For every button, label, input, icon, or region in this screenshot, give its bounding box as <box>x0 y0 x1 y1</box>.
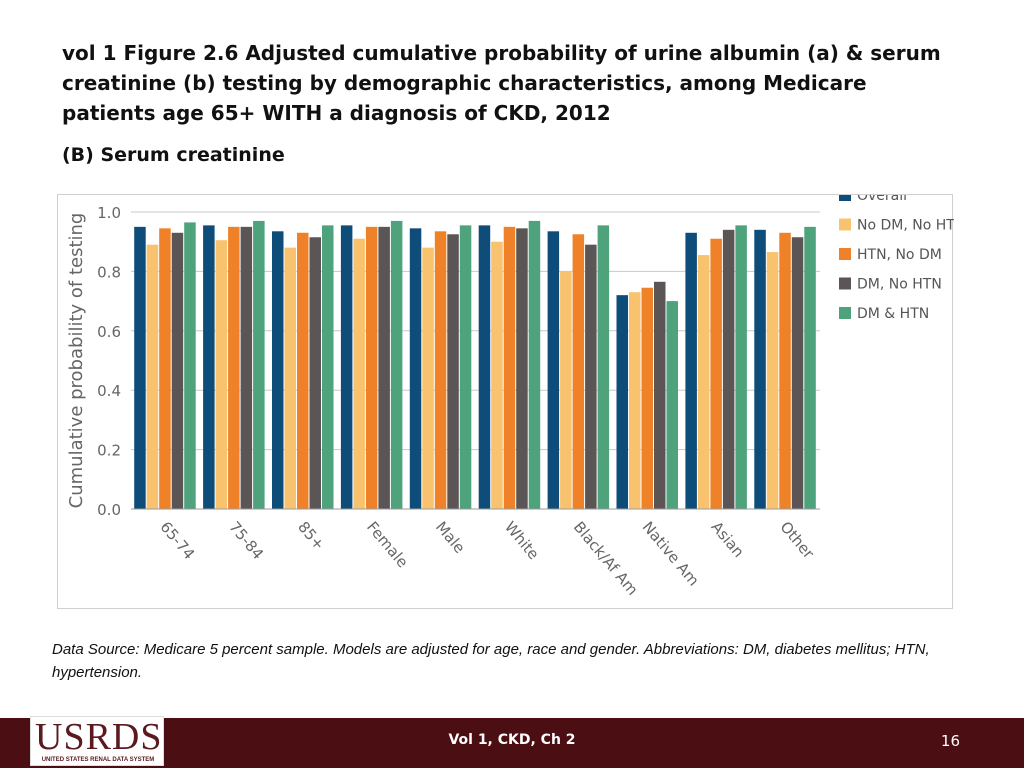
bar <box>203 225 215 510</box>
x-tick-label: 65-74 <box>156 518 198 563</box>
bar <box>597 225 610 510</box>
bar <box>641 287 653 509</box>
page-number: 16 <box>940 732 960 750</box>
legend-label: HTN, No DM <box>857 247 942 263</box>
bar-chart: 0.0 0.2 0.4 0.6 0.8 1.0 Cumulative probability… <box>66 195 954 599</box>
bar <box>340 225 353 510</box>
usrds-logo: USRDS UNITED STATES RENAL DATA SYSTEM <box>30 716 164 766</box>
bar <box>629 292 641 509</box>
bar <box>228 226 240 509</box>
x-tick-label: Black/Af Am <box>570 518 642 599</box>
bar <box>697 255 710 509</box>
legend-swatch <box>839 277 851 290</box>
bar <box>409 228 422 509</box>
bar <box>654 281 666 509</box>
x-tick-label: 85+ <box>294 518 328 554</box>
bar <box>365 226 378 509</box>
y-tick-label: 0.0 <box>97 501 121 519</box>
logo-subtext: UNITED STATES RENAL DATA SYSTEM <box>41 757 155 763</box>
bar <box>791 237 804 509</box>
bar <box>491 241 503 509</box>
y-tick-label: 1.0 <box>97 204 121 222</box>
x-tick-label: Asian <box>708 518 748 561</box>
bar <box>322 225 334 510</box>
legend-swatch <box>839 218 851 231</box>
logo-text: USRDS <box>35 716 163 758</box>
bar <box>240 226 253 509</box>
bar <box>171 232 184 509</box>
legend-label: DM, No HTN <box>857 277 942 293</box>
bar <box>184 222 196 509</box>
data-source-footnote: Data Source: Medicare 5 percent sample. … <box>52 641 930 681</box>
bar <box>710 238 722 510</box>
bar <box>422 247 434 509</box>
bar <box>528 220 541 509</box>
bar <box>585 244 597 510</box>
y-axis-label: Cumulative probability of testing <box>66 213 87 509</box>
legend-label: DM & HTN <box>857 306 929 322</box>
footer-section-label: Vol 1, CKD, Ch 2 <box>448 732 576 748</box>
chart-frame: 0.0 0.2 0.4 0.6 0.8 1.0 Cumulative probability… <box>57 194 954 609</box>
bar <box>159 228 171 509</box>
x-tick-label: 75-84 <box>225 518 267 563</box>
bar <box>284 247 296 509</box>
bar <box>478 225 491 510</box>
bar <box>309 237 321 509</box>
legend-swatch <box>839 195 851 201</box>
y-tick-label: 0.4 <box>97 382 121 400</box>
bar <box>447 234 459 509</box>
x-tick-label: Female <box>363 518 412 571</box>
bar <box>779 232 791 509</box>
legend-swatch <box>839 248 851 260</box>
bar <box>516 228 528 509</box>
legend-swatch <box>839 307 851 319</box>
bar <box>353 238 365 510</box>
bar <box>378 226 390 509</box>
bar <box>722 229 735 509</box>
bar <box>735 225 747 510</box>
bar <box>390 220 403 509</box>
x-tick-label: Other <box>776 518 818 563</box>
slide-title: vol 1 Figure 2.6 Adjusted cumulative pro… <box>62 41 941 125</box>
y-tick-label: 0.6 <box>97 323 121 341</box>
x-tick-label: Male <box>432 518 469 557</box>
footer-bar <box>0 718 1024 768</box>
bar <box>685 232 697 509</box>
bar <box>272 231 284 509</box>
bar <box>459 225 472 510</box>
x-tick-label: Native Am <box>639 518 703 589</box>
bar <box>503 226 516 509</box>
bar <box>434 231 447 509</box>
bar <box>253 220 265 509</box>
bar <box>572 234 585 509</box>
legend-label: No DM, No HTN <box>857 218 954 234</box>
bar <box>215 240 228 509</box>
bar <box>754 229 766 509</box>
bar <box>766 252 779 509</box>
bar <box>666 301 678 509</box>
y-tick-label: 0.8 <box>97 263 121 281</box>
y-tick-label: 0.2 <box>97 442 121 460</box>
bar <box>146 244 159 510</box>
bar <box>547 231 560 509</box>
bar <box>560 271 572 509</box>
legend-label: Overall <box>857 195 907 204</box>
slide-subtitle: (B) Serum creatinine <box>62 144 285 166</box>
bar <box>134 226 146 509</box>
bar <box>616 295 628 509</box>
x-tick-label: White <box>501 518 543 563</box>
bar <box>804 226 816 509</box>
bar <box>297 232 309 509</box>
